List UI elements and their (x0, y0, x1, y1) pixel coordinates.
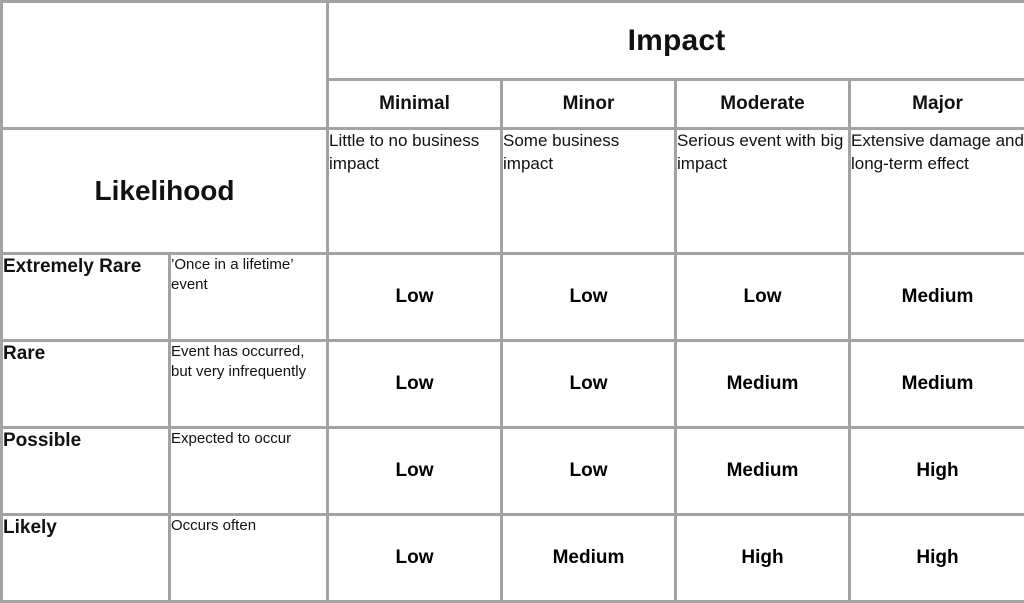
risk-cell: Medium (502, 515, 676, 602)
likelihood-desc-rare: Event has occurred, but very infrequentl… (170, 341, 328, 428)
risk-cell: Medium (850, 254, 1024, 341)
risk-cell: High (850, 428, 1024, 515)
likelihood-desc-likely: Occurs often (170, 515, 328, 602)
impact-desc-minor: Some business impact (502, 129, 676, 254)
likelihood-label-extremely-rare: Extremely Rare (2, 254, 170, 341)
risk-cell: Low (502, 254, 676, 341)
risk-cell: Low (328, 341, 502, 428)
risk-cell: Low (328, 515, 502, 602)
impact-axis-title: Impact (328, 2, 1024, 80)
row-rare: Rare Event has occurred, but very infreq… (2, 341, 1024, 428)
risk-cell: Medium (676, 428, 850, 515)
likelihood-axis-title: Likelihood (2, 129, 328, 254)
impact-header-row: Impact (2, 2, 1024, 80)
risk-cell: Low (328, 254, 502, 341)
impact-level-major: Major (850, 80, 1024, 129)
risk-cell: Medium (850, 341, 1024, 428)
impact-level-minimal: Minimal (328, 80, 502, 129)
risk-cell: Low (502, 428, 676, 515)
likelihood-label-possible: Possible (2, 428, 170, 515)
corner-empty-cell (2, 2, 328, 129)
likelihood-label-likely: Likely (2, 515, 170, 602)
risk-cell: High (676, 515, 850, 602)
likelihood-label-rare: Rare (2, 341, 170, 428)
row-likely: Likely Occurs often Low Medium High High (2, 515, 1024, 602)
likelihood-desc-extremely-rare: ’Once in a lifetime’ event (170, 254, 328, 341)
row-extremely-rare: Extremely Rare ’Once in a lifetime’ even… (2, 254, 1024, 341)
risk-cell: Low (676, 254, 850, 341)
risk-cell: Low (328, 428, 502, 515)
risk-cell: High (850, 515, 1024, 602)
impact-descriptions-row: Likelihood Little to no business impact … (2, 129, 1024, 254)
likelihood-desc-possible: Expected to occur (170, 428, 328, 515)
impact-level-moderate: Moderate (676, 80, 850, 129)
risk-cell: Medium (676, 341, 850, 428)
row-possible: Possible Expected to occur Low Low Mediu… (2, 428, 1024, 515)
impact-desc-moderate: Serious event with big impact (676, 129, 850, 254)
impact-desc-minimal: Little to no business impact (328, 129, 502, 254)
impact-level-minor: Minor (502, 80, 676, 129)
impact-desc-major: Extensive damage and long-term effect (850, 129, 1024, 254)
risk-cell: Low (502, 341, 676, 428)
